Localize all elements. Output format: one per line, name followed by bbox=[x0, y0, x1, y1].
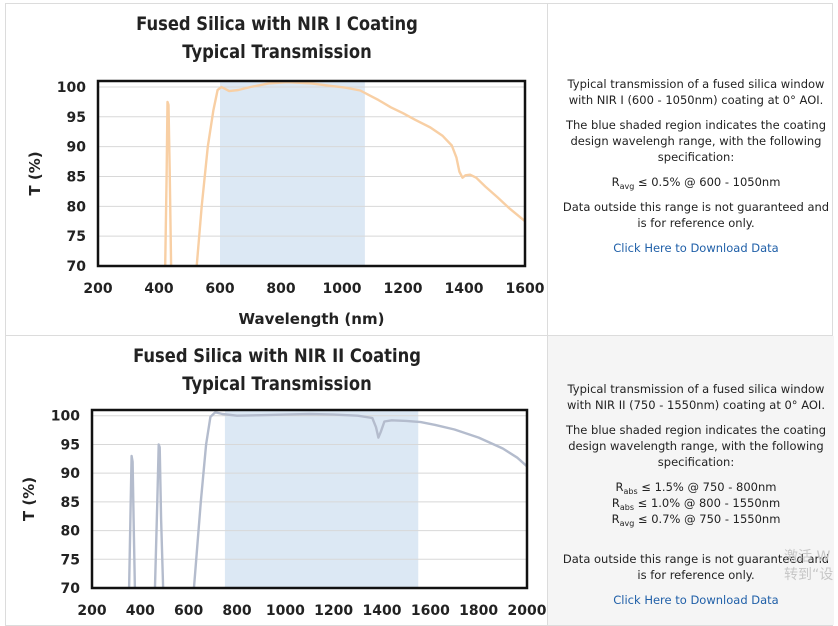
y-tick-label: 80 bbox=[67, 199, 87, 215]
activation-watermark: 激活 W 转到“设 bbox=[784, 548, 838, 584]
y-tick-label: 90 bbox=[61, 466, 81, 482]
x-tick-label: 200 bbox=[77, 603, 106, 619]
transmission-curve bbox=[195, 81, 525, 266]
chart-cell-1: Fused Silica with NIR I Coating Typical … bbox=[6, 4, 548, 335]
spec-line: Rabs ≤ 1.5% @ 750 - 800nm bbox=[615, 480, 777, 496]
design-range-shade bbox=[224, 410, 419, 588]
x-tick-label: 400 bbox=[144, 281, 173, 297]
x-tick-label: 600 bbox=[174, 603, 203, 619]
spec-list-2: Rabs ≤ 1.5% @ 750 - 800nm Rabs ≤ 1.0% @ 8… bbox=[560, 479, 832, 528]
x-tick-label: 600 bbox=[205, 281, 234, 297]
chart-cell-2: Fused Silica with NIR II Coating Typical… bbox=[6, 336, 548, 625]
info-disclaimer-2: Data outside this range is not guarantee… bbox=[562, 552, 830, 582]
y-tick-label: 80 bbox=[61, 524, 81, 540]
watermark-line-1: 激活 W bbox=[784, 549, 831, 565]
spec-list-1: Ravg ≤ 0.5% @ 600 - 1050nm bbox=[560, 174, 832, 191]
chart-title-1: Fused Silica with NIR I Coating Typical … bbox=[44, 10, 510, 66]
x-tick-label: 1200 bbox=[384, 281, 423, 297]
info-shaded-note-2: The blue shaded region indicates the coa… bbox=[565, 423, 827, 469]
y-axis-title: T (%) bbox=[26, 151, 44, 195]
transmission-curve bbox=[153, 443, 165, 588]
info-panel-2: Typical transmission of a fused silica w… bbox=[548, 336, 834, 625]
x-tick-label: 1400 bbox=[363, 603, 402, 619]
chart-title-2-line-1: Fused Silica with NIR II Coating bbox=[133, 345, 421, 367]
chart-title-2: Fused Silica with NIR II Coating Typical… bbox=[44, 342, 510, 398]
transmission-chart-nir2: 70 75 80 85 90 95 100 200 400 600 800 1000 1200 1400 1… bbox=[20, 408, 547, 619]
y-tick-label: 75 bbox=[61, 552, 80, 568]
x-tick-label: 2000 bbox=[508, 603, 547, 619]
info-description-1: Typical transmission of a fused silica w… bbox=[567, 77, 825, 107]
y-tick-label: 75 bbox=[67, 229, 86, 245]
x-tick-label: 1200 bbox=[314, 603, 353, 619]
spec-line: Ravg ≤ 0.5% @ 600 - 1050nm bbox=[611, 175, 781, 191]
chart-title-1-line-1: Fused Silica with NIR I Coating bbox=[136, 13, 418, 35]
x-tick-label: 1000 bbox=[266, 603, 305, 619]
info-description-2: Typical transmission of a fused silica w… bbox=[567, 382, 825, 412]
watermark-line-2: 转到“设 bbox=[784, 567, 834, 583]
y-tick-label: 70 bbox=[61, 581, 81, 597]
plot-frame bbox=[96, 79, 527, 268]
y-tick-label: 85 bbox=[61, 495, 80, 511]
x-tick-label: 800 bbox=[266, 281, 295, 297]
y-axis-title: T (%) bbox=[20, 477, 38, 521]
x-tick-label: 1400 bbox=[445, 281, 484, 297]
x-tick-label: 400 bbox=[126, 603, 155, 619]
download-data-link-2[interactable]: Click Here to Download Data bbox=[613, 593, 779, 607]
spec-line: Rabs ≤ 1.0% @ 800 - 1550nm bbox=[611, 496, 781, 512]
x-tick-label: 1800 bbox=[459, 603, 498, 619]
info-shaded-note-1: The blue shaded region indicates the coa… bbox=[565, 118, 827, 164]
x-tick-label: 1600 bbox=[411, 603, 450, 619]
y-tick-label: 100 bbox=[57, 80, 86, 96]
x-tick-label: 1000 bbox=[323, 281, 362, 297]
x-tick-label: 1600 bbox=[506, 281, 545, 297]
y-tick-label: 85 bbox=[67, 169, 86, 185]
x-tick-label: 200 bbox=[83, 281, 112, 297]
x-tick-label: 800 bbox=[222, 603, 251, 619]
transmission-chart-nir1: 70 75 80 85 90 95 100 200 400 600 800 1000 1200 1400 1… bbox=[26, 79, 545, 328]
x-axis-title: Wavelength (nm) bbox=[239, 310, 385, 328]
y-tick-label: 70 bbox=[67, 259, 87, 275]
info-panel-1: Typical transmission of a fused silica w… bbox=[548, 4, 834, 335]
plot-frame bbox=[90, 408, 529, 590]
spec-line: Ravg ≤ 0.7% @ 750 - 1550nm bbox=[611, 512, 781, 528]
transmission-curve bbox=[192, 411, 527, 588]
design-range-shade bbox=[220, 81, 365, 266]
transmission-curve bbox=[127, 454, 137, 588]
chart-row-1: Fused Silica with NIR I Coating Typical … bbox=[5, 3, 833, 336]
y-tick-label: 95 bbox=[61, 437, 80, 453]
info-disclaimer-1: Data outside this range is not guarantee… bbox=[562, 200, 830, 230]
download-data-link-1[interactable]: Click Here to Download Data bbox=[613, 241, 779, 255]
transmission-curve bbox=[163, 100, 173, 266]
y-tick-label: 95 bbox=[67, 110, 86, 126]
chart-title-1-line-2: Typical Transmission bbox=[182, 41, 372, 63]
y-tick-label: 100 bbox=[51, 409, 80, 425]
y-tick-label: 90 bbox=[67, 140, 87, 156]
chart-row-2: Fused Silica with NIR II Coating Typical… bbox=[5, 336, 834, 626]
chart-title-2-line-2: Typical Transmission bbox=[182, 373, 372, 395]
